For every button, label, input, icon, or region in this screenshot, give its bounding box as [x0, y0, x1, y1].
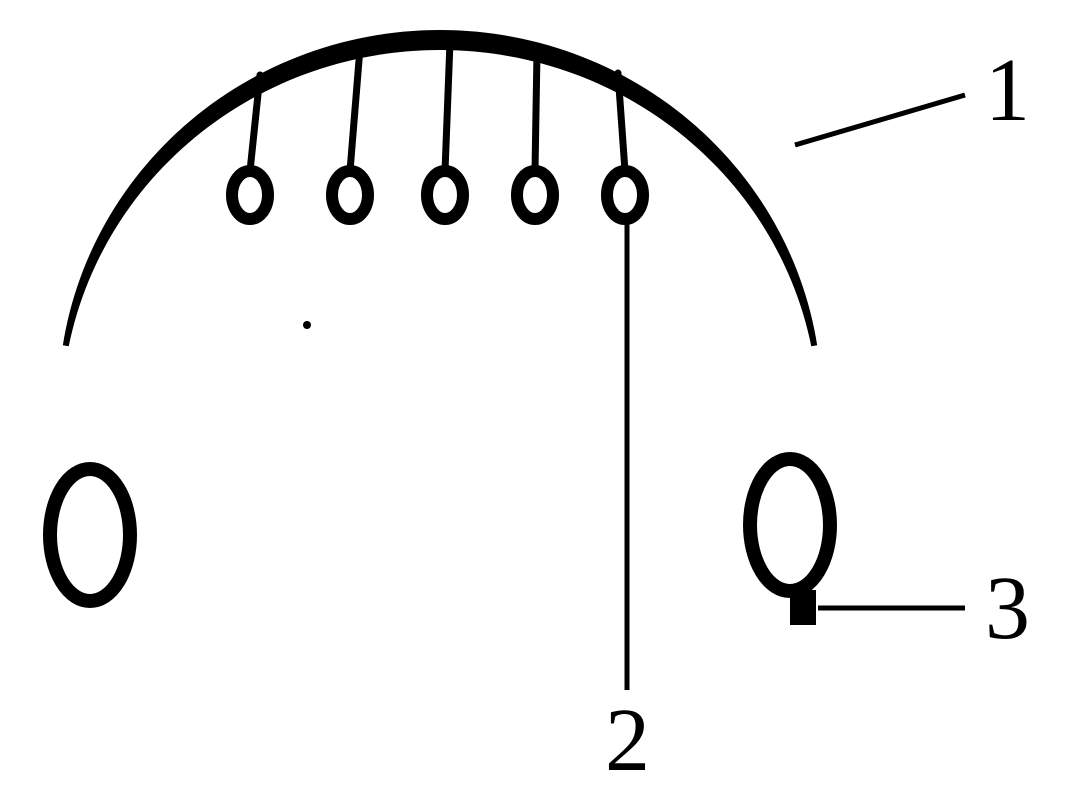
ear-ellipse-left — [50, 469, 130, 601]
probe-ring-3 — [427, 171, 463, 219]
probe-ring-5 — [607, 171, 643, 219]
ear-ellipse-right — [750, 459, 830, 591]
probe-stem-2 — [350, 48, 360, 171]
diagram-canvas: 1 2 3 — [0, 0, 1076, 785]
probe-ring-4 — [517, 171, 553, 219]
artifact-dot — [303, 321, 311, 329]
label-1: 1 — [985, 41, 1030, 140]
probe-stem-3 — [445, 42, 450, 171]
probe-ring-1 — [232, 171, 268, 219]
connector-block — [790, 590, 816, 625]
probe-stem-4 — [535, 52, 537, 171]
probe-ring-2 — [332, 171, 368, 219]
headband-arc — [63, 30, 817, 346]
label-3: 3 — [985, 559, 1030, 658]
label-2: 2 — [605, 691, 650, 785]
leader-line-1 — [795, 95, 965, 145]
